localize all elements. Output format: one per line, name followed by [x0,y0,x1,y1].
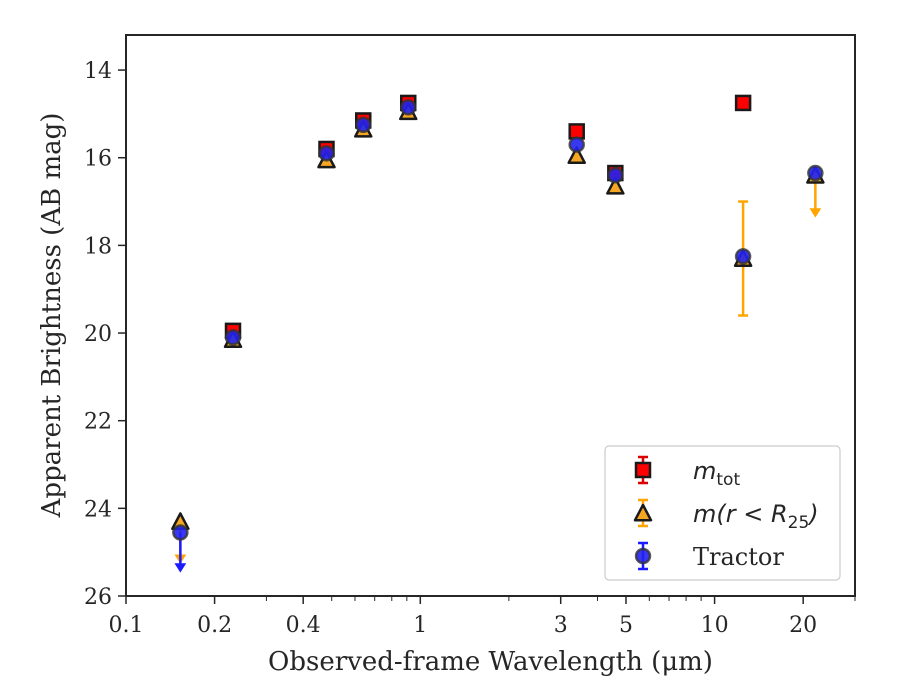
legend-square-marker [634,461,652,479]
y-tick-label: 18 [84,234,112,259]
y-axis-label: Apparent Brightness (AB mag) [37,113,67,519]
x-axis-label: Observed-frame Wavelength (μm) [268,647,713,677]
x-tick-label: 0.1 [109,613,144,638]
x-tick-label: 20 [789,613,817,638]
x-tick-label: 3 [554,613,568,638]
y-tick-label: 24 [84,497,112,522]
y-tick-label: 14 [84,59,112,84]
triangle-marker [567,146,586,164]
x-tick-label: 0.2 [197,613,232,638]
circle-marker [224,329,242,346]
circle-marker [355,116,372,134]
legend-circle-marker [634,547,652,565]
x-tick-label: 0.4 [286,613,321,638]
y-tick-label: 16 [84,147,112,172]
x-tick-label: 5 [619,613,633,638]
square-marker [734,94,752,112]
circle-marker [607,167,624,184]
y-tick-label: 22 [84,410,112,435]
upper-limit-arrow [809,208,822,218]
x-tick-label: 1 [413,613,427,638]
circle-marker [399,99,417,116]
y-tick-label: 26 [84,585,112,610]
legend-box [604,445,841,581]
markers [171,94,825,541]
circle-marker [172,524,189,541]
plot-frame [125,34,856,597]
ticks: 0.1 0.2 0.4 1 3 5 10 20 14 16 18 20 22 24 26 [84,59,856,638]
x-tick-label: 10 [701,613,729,638]
circle-marker [807,164,824,182]
upper-limit-arrow [174,563,187,573]
circle-marker [568,136,585,153]
legend-label: Tractor [693,543,784,571]
circle-marker [318,145,335,162]
legend-triangle-marker [633,503,653,522]
circle-marker [734,248,752,265]
triangle-marker [606,176,625,195]
legend: mtot m(r < R25) Tractor [604,445,841,581]
legend-label: m(r < R25) [693,500,819,533]
y-tick-label: 20 [84,322,112,347]
legend-label: mtot [693,457,740,490]
